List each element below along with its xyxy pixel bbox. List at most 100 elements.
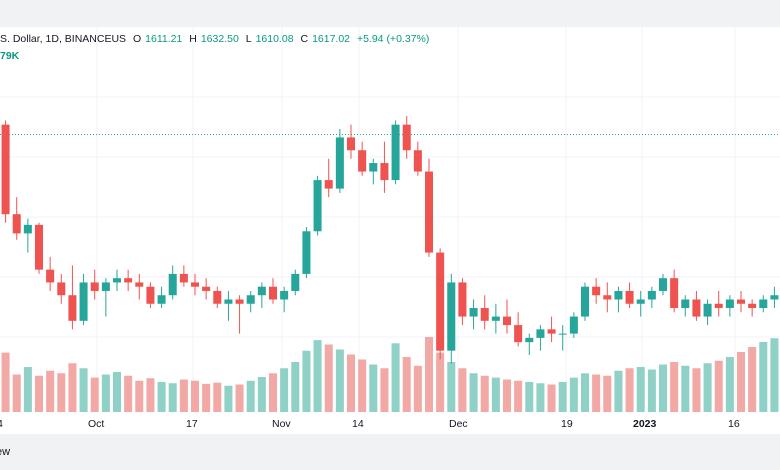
candle-body: [636, 299, 645, 304]
candle-body: [57, 282, 66, 296]
volume-bar: [101, 374, 110, 412]
candle-body: [268, 286, 278, 300]
volume-bar: [34, 375, 44, 412]
candle-body: [79, 282, 88, 321]
candle-body: [547, 329, 556, 334]
high-value: 1632.50: [200, 33, 239, 45]
volume-bar: [491, 377, 500, 412]
candle-body: [23, 224, 32, 234]
candle-body: [603, 295, 612, 300]
volume-bar: [90, 377, 99, 412]
volume-bar: [179, 379, 188, 412]
candle-body: [670, 278, 679, 309]
candle-body: [157, 295, 166, 304]
candle-body: [124, 278, 133, 283]
volume-bar: [592, 374, 601, 412]
volume-bar: [770, 338, 779, 412]
candle-body: [480, 308, 489, 321]
footer-link[interactable]: ew: [0, 446, 11, 458]
candle-body: [135, 282, 144, 287]
volume-bar: [12, 374, 21, 412]
low-value: 1610.08: [255, 33, 294, 45]
volume-bar: [603, 375, 612, 412]
volume-bar: [547, 384, 556, 412]
candle-body: [168, 273, 177, 296]
volume-bar: [469, 373, 478, 412]
candlestick-chart[interactable]: [0, 27, 780, 412]
x-tick-label: 19: [561, 418, 573, 430]
volume-bar: [246, 380, 255, 412]
volume-bar: [46, 370, 55, 412]
volume-bar: [558, 382, 567, 412]
candle-body: [569, 316, 578, 334]
open-label: O: [132, 33, 142, 45]
symbol-info: S. Dollar, 1D, BINANCEUS: [0, 33, 127, 45]
candle-body: [224, 299, 233, 304]
time-axis[interactable]: 4 Oct 17 Nov 14 Dec 19 2023 16: [0, 412, 780, 434]
candle-body: [458, 282, 467, 317]
low-label: L: [245, 33, 252, 45]
volume-bar: [502, 379, 512, 412]
candle-body: [692, 299, 701, 317]
volume-bar: [681, 365, 690, 412]
volume-bar: [168, 383, 177, 412]
volume-bar: [413, 365, 422, 412]
volume-bar: [703, 363, 712, 412]
volume-bar: [257, 377, 266, 412]
volume-bar: [658, 364, 668, 412]
candle-body: [514, 325, 523, 343]
volume-bar: [369, 364, 378, 412]
candle-body: [202, 286, 211, 291]
candle-body: [112, 278, 122, 283]
volume-bar: [302, 350, 311, 412]
candle-body: [759, 299, 768, 309]
volume-bar: [625, 368, 634, 412]
volume-bar: [324, 344, 333, 412]
volume-bar: [313, 340, 322, 412]
candle-body: [235, 299, 244, 304]
candle-body: [436, 252, 445, 351]
volume-bar: [268, 373, 278, 412]
candle-body: [246, 295, 255, 304]
candle-body: [335, 137, 344, 189]
volume-bar: [1, 352, 10, 412]
candle-body: [146, 286, 155, 304]
volume-bar: [447, 362, 456, 412]
x-tick-label: 14: [352, 418, 364, 430]
volume-bar: [569, 377, 578, 412]
candle-body: [90, 282, 99, 291]
volume-bar: [68, 363, 77, 412]
candle-body: [770, 295, 779, 300]
candle-body: [101, 282, 110, 291]
candle-body: [213, 290, 222, 304]
volume-bar: [536, 383, 545, 412]
candle-body: [190, 282, 200, 287]
candle-body: [614, 290, 623, 300]
x-tick-label: 17: [186, 418, 198, 430]
volume-bar: [748, 347, 757, 412]
candle-body: [725, 299, 734, 309]
candle-body: [313, 180, 322, 232]
candle-body: [12, 214, 21, 234]
high-label: H: [189, 33, 197, 45]
chart-area[interactable]: [0, 27, 780, 412]
candle-body: [625, 290, 634, 304]
volume-bar: [647, 369, 656, 412]
candle-body: [703, 303, 712, 317]
volume-bar: [202, 383, 211, 412]
volume-bar: [235, 384, 244, 412]
close-value: 1617.02: [312, 33, 351, 45]
volume-bar: [736, 352, 746, 412]
volume-bar: [280, 368, 289, 412]
volume-bar: [213, 382, 222, 412]
candle-body: [647, 290, 656, 300]
volume-bar: [636, 367, 645, 412]
candle-body: [681, 299, 690, 309]
open-value: 1611.21: [145, 33, 183, 45]
candle-body: [402, 124, 411, 151]
volume-bar: [23, 367, 32, 412]
candle-body: [391, 124, 400, 181]
candle-body: [736, 299, 746, 304]
volume-bar: [725, 357, 734, 412]
